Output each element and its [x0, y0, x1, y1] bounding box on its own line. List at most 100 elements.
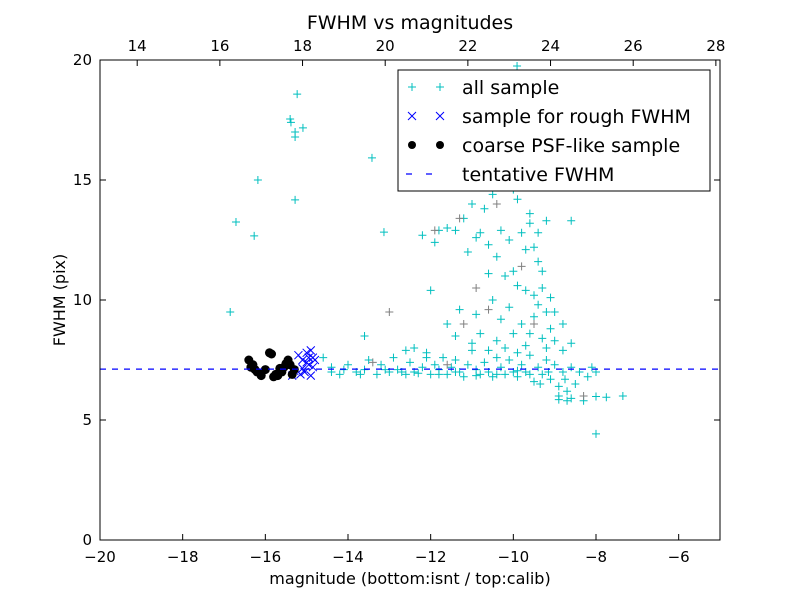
plus-marker [542, 344, 551, 352]
dot-marker [260, 365, 270, 375]
x-tick-label: −8 [585, 548, 607, 566]
plus-marker [356, 370, 365, 379]
x-marker [306, 371, 316, 380]
plus-marker [525, 209, 534, 218]
plus-marker [439, 353, 448, 362]
plus-marker [530, 320, 538, 328]
plus-marker [484, 269, 493, 278]
plus-marker [563, 396, 572, 405]
plus-marker [542, 356, 551, 364]
plus-marker [583, 372, 592, 381]
y-tick-label: 5 [82, 411, 92, 429]
plus-marker [443, 320, 452, 328]
plus-marker [418, 363, 427, 372]
plus-marker [534, 228, 543, 237]
plus-marker [525, 219, 534, 228]
x-marker [298, 364, 307, 373]
plus-marker [546, 293, 555, 302]
plus-marker [538, 284, 547, 292]
plus-marker [501, 272, 510, 280]
plus-marker [480, 358, 489, 367]
plus-marker [525, 329, 534, 338]
plus-marker [517, 262, 526, 271]
plus-marker [408, 83, 416, 91]
plus-marker [492, 336, 501, 345]
plus-marker [492, 252, 501, 261]
plus-marker [558, 320, 567, 328]
plus-marker [488, 372, 497, 381]
plus-marker [468, 346, 476, 355]
plus-marker [561, 375, 569, 384]
plus-marker [618, 392, 627, 400]
plus-marker [451, 368, 460, 376]
plus-marker [567, 339, 576, 348]
plus-marker [521, 245, 530, 254]
plus-marker [253, 176, 262, 184]
plus-marker [496, 226, 505, 235]
plus-marker [414, 369, 423, 378]
plus-marker [459, 372, 468, 381]
plus-marker [459, 320, 468, 328]
plus-marker [496, 315, 505, 324]
plus-marker [430, 226, 439, 235]
top-x-tick-label: 20 [376, 37, 395, 55]
x-tick-label: −16 [250, 548, 282, 566]
plus-marker [484, 305, 493, 314]
x-tick-label: −14 [332, 548, 364, 566]
plus-marker [525, 351, 534, 360]
plus-marker [476, 228, 485, 237]
plus-marker [250, 231, 259, 240]
plus-marker [455, 214, 464, 223]
plus-marker [517, 228, 526, 237]
legend-label: sample for rough FWHM [462, 106, 691, 128]
plus-marker [534, 257, 543, 266]
plus-marker [385, 308, 394, 316]
plus-marker [536, 380, 545, 388]
plus-marker [592, 392, 600, 401]
plus-marker [542, 216, 551, 225]
plus-marker [472, 233, 481, 242]
x-marker [302, 348, 312, 358]
x-marker [308, 362, 318, 372]
plus-marker [372, 370, 381, 379]
y-tick-label: 20 [73, 51, 92, 69]
plus-marker [463, 248, 472, 256]
dot-marker [436, 141, 444, 149]
plus-marker [389, 353, 398, 362]
plus-marker [472, 284, 481, 292]
plus-marker [602, 393, 611, 402]
y-tick-label: 15 [73, 171, 92, 189]
plus-marker [513, 195, 522, 204]
top-x-tick-label: 14 [128, 37, 147, 55]
plus-marker [286, 118, 295, 127]
plus-marker [509, 329, 518, 338]
x-axis-label: magnitude (bottom:isnt / top:calib) [269, 569, 550, 588]
plus-marker [443, 370, 452, 379]
plus-marker [468, 339, 476, 348]
plus-marker [513, 281, 522, 290]
plus-marker [226, 308, 235, 316]
plus-marker [443, 360, 452, 369]
plus-marker [286, 115, 295, 124]
plus-marker [501, 344, 510, 352]
chart-title: FWHM vs magnitudes [307, 12, 513, 34]
plus-marker [509, 267, 518, 276]
plus-marker [505, 236, 514, 244]
plus-marker [513, 348, 522, 357]
plus-marker [513, 366, 522, 375]
legend-label: tentative FWHM [462, 164, 614, 186]
plus-marker [422, 353, 431, 362]
plus-marker [546, 375, 555, 384]
plus-marker [492, 353, 501, 362]
plus-marker [546, 324, 555, 333]
plus-marker [291, 133, 300, 142]
plus-marker [567, 363, 576, 372]
plus-marker [463, 360, 472, 369]
plus-marker [476, 370, 485, 379]
plus-marker [401, 346, 410, 355]
dot-marker [281, 359, 291, 369]
plus-marker [517, 320, 526, 328]
plus-marker [530, 291, 538, 300]
plus-marker [360, 332, 369, 340]
